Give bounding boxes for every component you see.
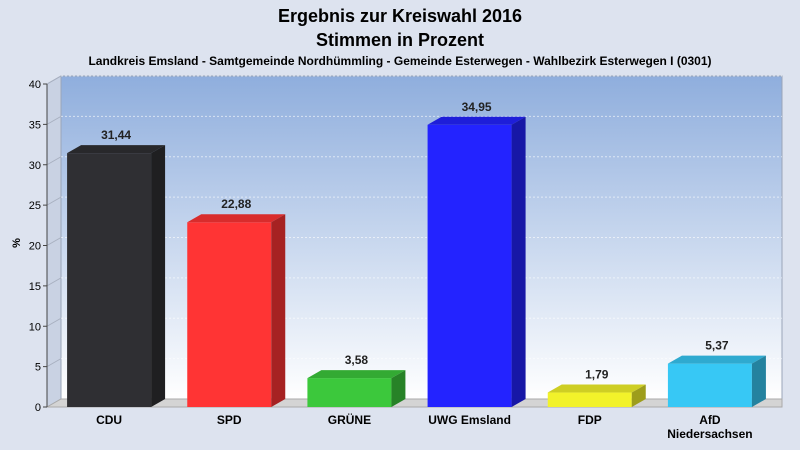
bar-front (307, 378, 392, 407)
gridline-wall (46, 115, 62, 125)
bar (187, 214, 286, 407)
bar-side (391, 370, 406, 407)
bar-side (751, 355, 766, 407)
y-tick-label: 20 (29, 241, 41, 253)
x-tick-label: SPD (217, 413, 242, 427)
bar-top (667, 355, 766, 364)
x-tick-label: FDP (578, 413, 602, 427)
bar-front (187, 222, 272, 407)
bar-top (547, 384, 646, 393)
bar (67, 145, 166, 407)
x-tick-label: CDU (96, 413, 122, 427)
data-label: 31,44 (101, 128, 131, 142)
plot-area: 0 5 10 15 20 25 30 35 40 (29, 75, 783, 414)
data-label: 5,37 (705, 339, 729, 353)
data-label: 1,79 (585, 368, 609, 382)
bar (427, 116, 526, 407)
bar-top (187, 214, 286, 223)
bar-front (427, 124, 512, 407)
gridline-wall (46, 75, 62, 85)
gridline-wall (46, 237, 62, 246)
bar-top (67, 145, 166, 154)
y-tick-label: 35 (29, 119, 41, 131)
chart-subtitle: Landkreis Emsland - Samtgemeinde Nordhüm… (88, 54, 711, 68)
y-tick-label: 40 (29, 79, 41, 91)
chart-title: Ergebnis zur Kreiswahl 2016 (278, 6, 522, 26)
data-label: 3,58 (345, 353, 369, 367)
gridline-wall (46, 277, 62, 287)
x-tick-label: Niedersachsen (667, 427, 752, 441)
gridline-wall (46, 317, 62, 327)
x-tick-label: UWG Emsland (428, 413, 511, 427)
y-tick-label: 30 (29, 160, 41, 172)
y-tick-label: 15 (29, 281, 41, 293)
gridline-wall (46, 156, 62, 166)
bar-top (307, 370, 406, 379)
x-tick-label: AfD (699, 413, 721, 427)
y-tick-label: 25 (29, 200, 41, 212)
bar-side (271, 214, 286, 407)
bar-side (631, 384, 646, 407)
data-label: 22,88 (221, 197, 251, 211)
bar (667, 355, 766, 407)
bar-side (151, 145, 166, 407)
y-tick-label: 10 (29, 321, 41, 333)
labels-group: 31,44 CDU 22,88 SPD 3,58 GRÜNE 34,95 UWG Emslan… (96, 100, 753, 441)
bar-side (511, 116, 526, 407)
x-tick-label: GRÜNE (328, 412, 371, 427)
y-axis-label: % (11, 238, 23, 248)
bar (307, 370, 406, 407)
bar-front (667, 363, 752, 407)
bar-front (547, 392, 632, 407)
gridline-wall (46, 196, 62, 206)
gridline-wall (46, 358, 62, 368)
y-tick-label: 5 (35, 362, 41, 374)
y-tick-label: 0 (35, 402, 41, 414)
bar-top (427, 116, 526, 125)
bars-group (67, 116, 766, 407)
data-label: 34,95 (462, 100, 492, 114)
bar-front (67, 153, 152, 407)
bar (547, 384, 646, 407)
chart-title-line2: Stimmen in Prozent (316, 30, 484, 50)
